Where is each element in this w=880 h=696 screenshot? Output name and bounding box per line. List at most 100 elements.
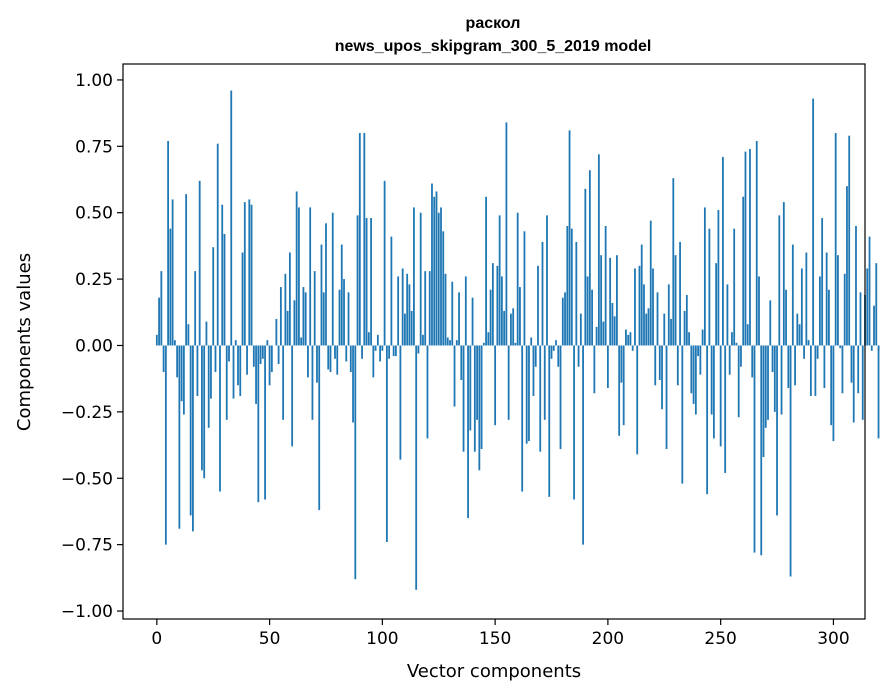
bar (559, 345, 562, 450)
bar (676, 345, 679, 386)
bar (532, 345, 535, 396)
bar (424, 271, 427, 346)
bar (210, 345, 212, 399)
bar (322, 292, 325, 346)
bar (250, 204, 253, 346)
bar (505, 122, 508, 346)
plot-frame (122, 63, 866, 620)
bar (877, 345, 880, 439)
bar (203, 345, 206, 479)
bar (338, 289, 341, 346)
x-tick-label: 150 (479, 629, 511, 649)
bar (812, 98, 815, 346)
bar (298, 207, 300, 346)
x-axis-label: Vector components (407, 661, 581, 682)
bar (361, 345, 363, 359)
bar (399, 345, 402, 460)
bar (295, 191, 298, 346)
bar (300, 337, 303, 346)
bar (846, 186, 848, 346)
bar (818, 276, 821, 346)
bar (480, 345, 483, 450)
bar (706, 345, 709, 495)
bar (699, 345, 702, 375)
x-axis: 0 50 100 150 200 250 300 (151, 619, 850, 649)
bar (733, 228, 736, 346)
bar (392, 345, 395, 357)
bar (627, 334, 630, 346)
bar (622, 345, 625, 426)
bar (636, 345, 639, 455)
bar (291, 345, 294, 447)
bar (602, 321, 605, 346)
bar (663, 313, 666, 346)
bar (370, 218, 372, 346)
bar (336, 345, 339, 375)
bar (728, 345, 731, 375)
bar (780, 345, 783, 415)
bar (352, 345, 354, 423)
bar (539, 345, 542, 452)
bar (404, 313, 406, 346)
bar (794, 345, 796, 386)
bar (270, 345, 273, 373)
bar (219, 345, 221, 492)
bar (800, 268, 803, 346)
bar (692, 345, 695, 404)
bar (426, 345, 429, 439)
bar (155, 334, 158, 346)
bar (449, 340, 451, 346)
bar (823, 345, 826, 388)
bar-series (155, 90, 880, 590)
x-tick-label: 200 (592, 629, 624, 649)
bar (212, 247, 215, 346)
bar (467, 345, 469, 519)
bar (451, 281, 454, 346)
bar (173, 340, 176, 346)
bar (566, 225, 569, 346)
bar (228, 345, 230, 362)
bar (489, 289, 492, 346)
bar (760, 345, 763, 556)
bar (410, 310, 413, 346)
bar (769, 300, 772, 346)
bar (631, 345, 634, 351)
bar (325, 223, 327, 346)
bar (618, 345, 621, 436)
bar (243, 202, 246, 346)
bar (237, 345, 239, 386)
bar (180, 345, 183, 402)
bar (672, 178, 675, 346)
bar (178, 345, 181, 529)
bar (751, 345, 754, 378)
bar (331, 212, 334, 346)
bar (661, 345, 663, 410)
bar (798, 324, 801, 346)
bar (313, 271, 316, 346)
bar (182, 345, 185, 415)
bar (485, 196, 487, 346)
bar (367, 332, 370, 346)
bar (349, 345, 352, 373)
bar (875, 263, 878, 346)
bar (541, 241, 544, 346)
bar (593, 345, 596, 394)
bar (582, 345, 584, 545)
bar (406, 273, 409, 346)
y-tick-label: −0.50 (61, 469, 113, 489)
bar (230, 90, 233, 346)
y-tick-label: 0.50 (75, 204, 113, 224)
bar (557, 345, 560, 367)
bar (487, 332, 490, 346)
bar (852, 345, 855, 423)
bar (158, 297, 160, 346)
bar (688, 332, 690, 346)
bar (327, 345, 330, 370)
bar (555, 340, 557, 346)
bar (703, 207, 706, 346)
bar (185, 194, 188, 346)
bar (816, 345, 819, 359)
bar (577, 345, 580, 367)
bar (205, 321, 208, 346)
bar (437, 212, 440, 346)
